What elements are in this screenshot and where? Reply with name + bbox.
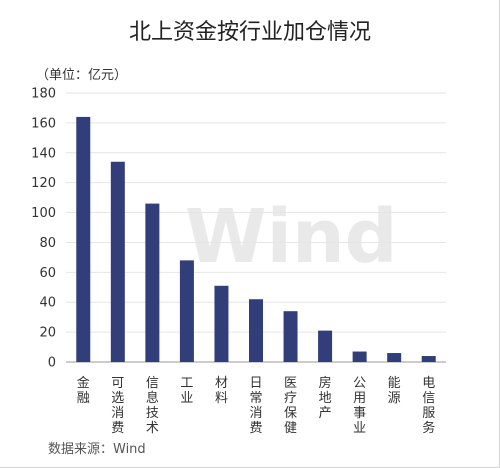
x-category-label: 公用事业 (353, 376, 366, 436)
y-tick-label: 20 (39, 326, 56, 341)
y-tick-label: 140 (31, 146, 56, 161)
x-category-label: 材料 (215, 376, 228, 406)
bar (352, 351, 367, 362)
bar (76, 116, 91, 363)
y-tick-label: 80 (39, 236, 56, 251)
x-category-label: 电信服务 (422, 376, 435, 436)
y-tick-label: 60 (39, 266, 56, 281)
bar (318, 330, 333, 362)
watermark: Wind (185, 194, 398, 280)
bar (145, 203, 160, 362)
source-note: 数据来源：Wind (48, 442, 146, 457)
bar (214, 285, 229, 362)
x-category-label: 信息技术 (146, 376, 159, 436)
bar (179, 260, 194, 362)
x-category-label: 能源 (388, 376, 401, 406)
chart-title: 北上资金按行业加仓情况 (128, 20, 371, 45)
y-tick-label: 120 (31, 176, 56, 191)
bar (283, 311, 298, 362)
y-tick-label: 180 (31, 87, 56, 102)
y-tick-label: 0 (48, 356, 56, 371)
x-category-label: 金融 (77, 375, 90, 406)
y-axis-ticks: 0 20 40 60 80 100 120 140 160 180 (31, 87, 56, 371)
y-tick-label: 160 (31, 116, 56, 131)
x-category-label: 医疗保健 (284, 376, 297, 436)
x-category-label: 日常消费 (249, 376, 262, 436)
y-tick-label: 100 (31, 206, 56, 221)
unit-label: （单位：亿元） (36, 68, 128, 83)
bars (76, 116, 436, 363)
x-category-label: 工业 (180, 376, 193, 406)
x-category-label: 可选消费 (111, 376, 124, 436)
bar (249, 299, 263, 362)
bar (110, 161, 125, 362)
bar (421, 356, 436, 362)
y-tick-label: 40 (39, 296, 56, 311)
bar (387, 353, 402, 362)
x-category-label: 房地产 (319, 375, 332, 421)
